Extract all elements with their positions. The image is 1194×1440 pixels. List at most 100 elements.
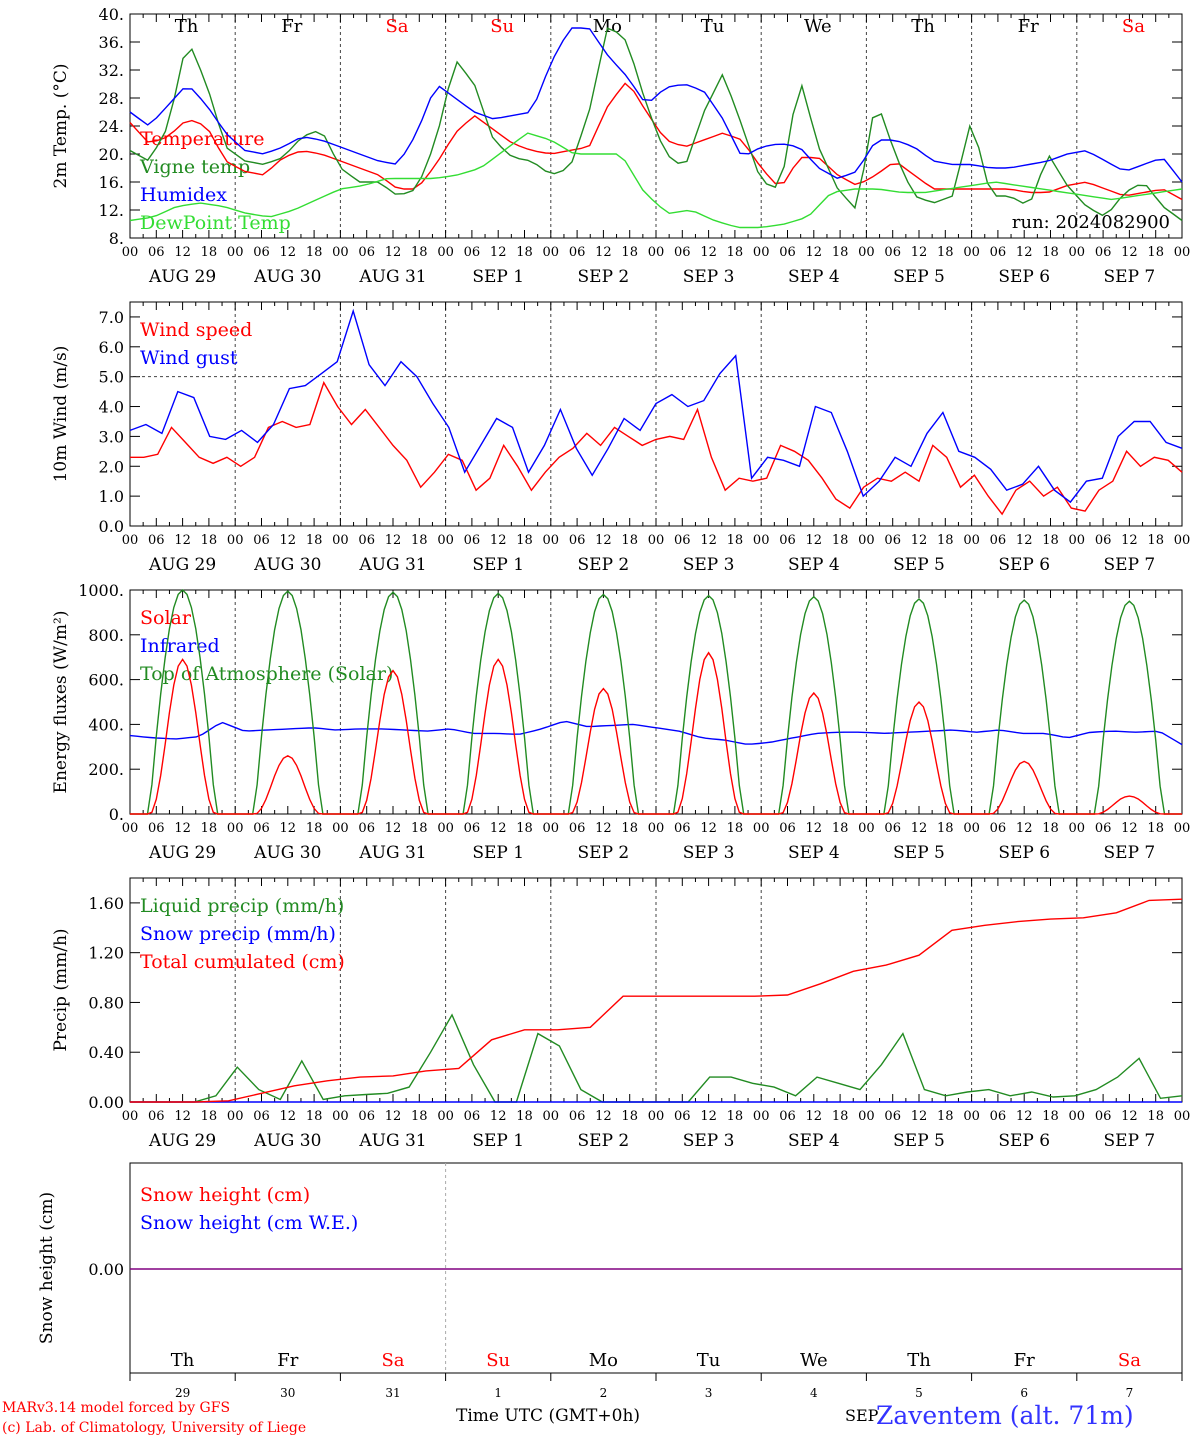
x-tick-label: 12: [174, 1109, 191, 1124]
x-tick-label: 12: [280, 245, 297, 260]
x-tick-label: 06: [990, 1109, 1007, 1124]
x-tick-label: 06: [464, 533, 481, 548]
x-tick-label: 00: [1174, 245, 1191, 260]
series-line-0: [130, 380, 1183, 516]
date-label: SEP 5: [893, 843, 945, 863]
weekday-label: Tu: [701, 16, 725, 37]
x-tick-label: 00: [332, 533, 349, 548]
y-tick-label: 1000.: [78, 581, 124, 600]
y-tick-label: 1.0: [99, 487, 124, 506]
x-tick-label: 12: [911, 1109, 928, 1124]
legend-entry: Temperature: [140, 128, 264, 150]
x-tick-label: 12: [595, 245, 612, 260]
x-tick-label: 06: [884, 821, 901, 836]
x-tick-label: 18: [1042, 821, 1059, 836]
station-name: Zaventem (alt. 71m): [876, 1401, 1134, 1430]
date-label: SEP 3: [683, 267, 735, 287]
plot-frame: [129, 301, 1183, 527]
x-tick-label: 06: [464, 1109, 481, 1124]
x-tick-label: 18: [621, 821, 638, 836]
x-tick-label: 06: [148, 533, 165, 548]
weekday-label: We: [800, 1350, 828, 1371]
x-tick-label: 06: [884, 533, 901, 548]
x-tick-label: 12: [700, 821, 717, 836]
weekday-label: Th: [171, 1350, 195, 1371]
lab-credit: (c) Lab. of Climatology, University of L…: [2, 1420, 307, 1436]
date-label: AUG 30: [253, 555, 321, 575]
x-tick-label: 06: [884, 245, 901, 260]
date-label: SEP 5: [893, 555, 945, 575]
y-tick-label: 36.: [99, 33, 124, 52]
x-tick-label: 00: [753, 1109, 770, 1124]
legend-entry: Liquid precip (mm/h): [140, 895, 344, 917]
day-number: 30: [280, 1386, 295, 1400]
x-tick-label: 12: [595, 1109, 612, 1124]
weekday-label: Sa: [385, 16, 408, 37]
x-tick-label: 00: [122, 533, 139, 548]
x-tick-label: 06: [779, 821, 796, 836]
x-tick-label: 00: [332, 821, 349, 836]
y-tick-label: 2.0: [99, 457, 124, 476]
x-tick-label: 06: [569, 245, 586, 260]
date-label: AUG 31: [358, 267, 426, 287]
day-number: 3: [705, 1386, 713, 1400]
x-tick-label: 12: [1121, 821, 1138, 836]
y-tick-label: 16.: [99, 173, 124, 192]
x-tick-label: 00: [963, 245, 980, 260]
x-tick-label: 12: [595, 821, 612, 836]
y-tick-label: 3.0: [99, 427, 124, 446]
date-label: AUG 29: [148, 1131, 216, 1151]
x-tick-label: 12: [1016, 1109, 1033, 1124]
legend-entry: Wind gust: [140, 347, 238, 369]
x-tick-label: 18: [516, 1109, 533, 1124]
panel-2: [129, 301, 1183, 527]
weekday-label: Su: [486, 1350, 510, 1371]
x-tick-label: 12: [806, 1109, 823, 1124]
date-label: AUG 31: [358, 843, 426, 863]
weekday-label: We: [804, 16, 832, 37]
x-tick-label: 18: [516, 821, 533, 836]
date-label: SEP 3: [683, 843, 735, 863]
x-tick-label: 12: [385, 533, 402, 548]
x-tick-label: 00: [1069, 1109, 1086, 1124]
y-tick-label: 0.: [109, 805, 124, 824]
date-label: SEP 1: [472, 1131, 524, 1151]
series-line-2: [129, 27, 1183, 183]
x-tick-label: 12: [1016, 533, 1033, 548]
y-tick-label: 0.00: [88, 1260, 124, 1279]
legend-entry: Total cumulated (cm): [140, 951, 345, 973]
date-label: AUG 29: [148, 843, 216, 863]
x-tick-label: 00: [753, 533, 770, 548]
y-tick-label: 0.80: [88, 993, 124, 1012]
x-tick-label: 12: [806, 245, 823, 260]
x-tick-label: 06: [990, 533, 1007, 548]
x-tick-label: 00: [858, 245, 875, 260]
y-tick-label: 32.: [99, 61, 124, 80]
weekday-label: Mo: [589, 1350, 618, 1371]
y-tick-label: 24.: [99, 117, 124, 136]
series-line-1: [129, 308, 1183, 504]
y-tick-label: 0.0: [99, 517, 124, 536]
x-tick-label: 06: [358, 1109, 375, 1124]
date-label: SEP 3: [683, 555, 735, 575]
x-tick-label: 00: [122, 1109, 139, 1124]
weekday-label: Th: [911, 16, 935, 37]
x-tick-label: 00: [963, 1109, 980, 1124]
x-tick-label: 12: [911, 533, 928, 548]
y-tick-label: 40.: [99, 5, 124, 24]
x-tick-label: 12: [490, 821, 507, 836]
date-label: AUG 31: [358, 1131, 426, 1151]
x-tick-label: 06: [779, 1109, 796, 1124]
x-tick-label: 18: [411, 1109, 428, 1124]
x-tick-label: 00: [1174, 821, 1191, 836]
x-tick-label: 18: [832, 821, 849, 836]
weekday-label: Fr: [1014, 1350, 1035, 1371]
x-tick-label: 12: [174, 821, 191, 836]
date-label: SEP 1: [472, 267, 524, 287]
x-tick-label: 18: [411, 533, 428, 548]
series-line-2: [130, 898, 1183, 1103]
weekday-label: Th: [907, 1350, 931, 1371]
y-tick-label: 4.0: [99, 398, 124, 417]
x-tick-label: 06: [779, 533, 796, 548]
